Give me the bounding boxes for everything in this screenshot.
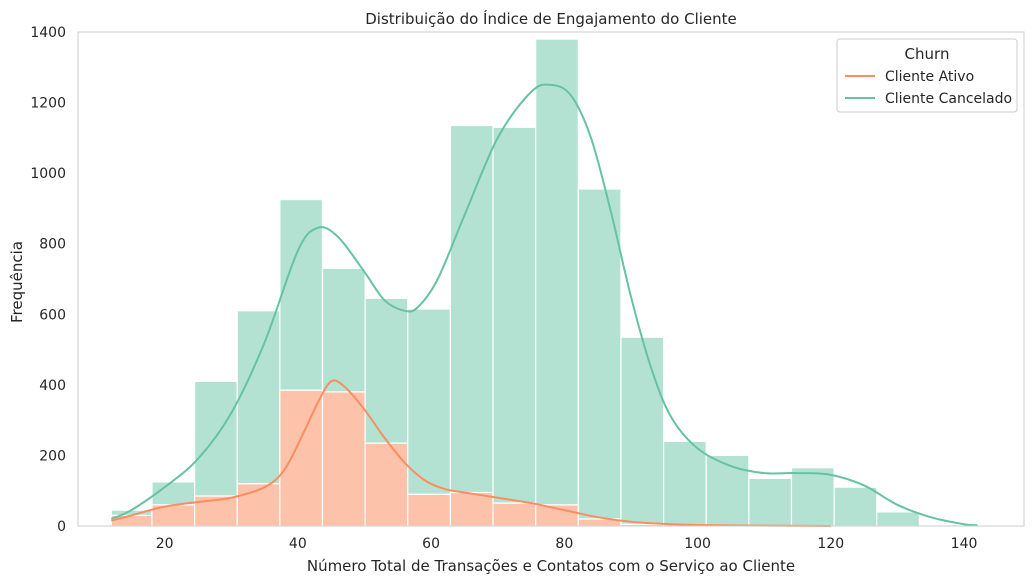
bar-cliente-cancelado-8 xyxy=(449,124,494,494)
bar-cliente-ativo-9 xyxy=(492,502,537,527)
chart-title: Distribuição do Índice de Engajamento do… xyxy=(365,9,737,28)
bar-cliente-cancelado-10 xyxy=(535,38,579,506)
kde-line-cliente-cancelado xyxy=(110,83,978,527)
bar-cliente-ativo-7 xyxy=(407,493,452,527)
bar-cliente-cancelado-18 xyxy=(876,511,921,527)
x-axis-label: Número Total de Transações e Contatos co… xyxy=(307,557,795,575)
plot-frame xyxy=(77,31,1025,527)
legend: Churn Cliente Ativo Cliente Cancelado xyxy=(836,38,1018,113)
bar-cliente-cancelado-2 xyxy=(193,380,238,497)
bar-cliente-ativo-5 xyxy=(321,391,366,527)
x-tick-label: 20 xyxy=(156,536,174,552)
bar-cliente-cancelado-13 xyxy=(662,440,707,527)
kde-layer xyxy=(110,83,978,527)
y-tick-label: 1400 xyxy=(30,25,66,41)
bars-layer xyxy=(110,38,921,527)
bar-cliente-cancelado-17 xyxy=(833,486,878,527)
legend-label-cliente-cancelado: Cliente Cancelado xyxy=(885,91,1012,107)
y-tick-label: 1000 xyxy=(30,166,66,182)
bar-cliente-ativo-4 xyxy=(279,389,324,527)
x-tick-label: 120 xyxy=(817,536,844,552)
x-tick-label: 60 xyxy=(422,536,440,552)
legend-title: Churn xyxy=(905,45,950,63)
bar-cliente-cancelado-6 xyxy=(364,297,409,444)
bar-cliente-cancelado-3 xyxy=(236,310,281,485)
bar-cliente-cancelado-4 xyxy=(279,199,324,391)
bar-cliente-cancelado-11 xyxy=(577,188,622,520)
bar-cliente-cancelado-16 xyxy=(790,467,835,527)
bar-cliente-ativo-8 xyxy=(449,491,494,527)
y-tick-label: 600 xyxy=(39,307,66,323)
y-axis-label: Frequência xyxy=(8,241,26,323)
bar-cliente-cancelado-12 xyxy=(620,336,665,525)
bar-cliente-cancelado-9 xyxy=(492,126,537,504)
y-tick-label: 800 xyxy=(39,237,66,253)
x-tick-label: 100 xyxy=(684,536,711,552)
bar-cliente-cancelado-1 xyxy=(151,481,196,506)
bar-cliente-cancelado-15 xyxy=(748,477,793,527)
bar-cliente-ativo-6 xyxy=(364,442,409,527)
y-tick-label: 400 xyxy=(39,378,66,394)
y-tick-label: 1200 xyxy=(30,96,66,112)
x-tick-label: 40 xyxy=(289,536,307,552)
bar-cliente-cancelado-14 xyxy=(705,454,750,527)
legend-box xyxy=(836,38,1018,113)
x-axis-ticks: 20 40 60 80 100 120 140 xyxy=(156,536,978,552)
kde-line-cliente-ativo xyxy=(111,379,831,527)
bar-cliente-cancelado-5 xyxy=(321,267,366,393)
bar-cliente-cancelado-7 xyxy=(407,308,452,495)
y-tick-label: 0 xyxy=(57,519,66,535)
y-tick-label: 200 xyxy=(39,448,66,464)
y-axis-ticks: 0 200 400 600 800 1000 1200 1400 xyxy=(30,25,66,535)
x-tick-label: 80 xyxy=(555,536,573,552)
legend-label-cliente-ativo: Cliente Ativo xyxy=(885,69,974,85)
x-tick-label: 140 xyxy=(951,536,978,552)
